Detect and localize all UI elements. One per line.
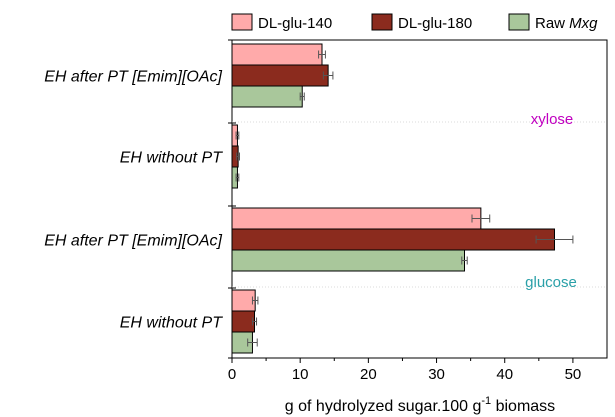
category-label: EH without PT <box>120 315 223 332</box>
error-bar-0-1 <box>235 131 240 140</box>
legend-label-name: DL-glu-140 <box>258 15 332 32</box>
error-bar-0-2 <box>471 214 491 223</box>
x-axis-title-main: g of hydrolyzed sugar.100 g <box>285 398 482 415</box>
bar-raw-2 <box>231 249 465 272</box>
category-label: EH after PT [Emim][OAc] <box>44 233 222 250</box>
group-annotation-xylose: xylose <box>531 111 574 128</box>
plot-frame <box>231 39 608 359</box>
y-axis: EH after PT [Emim][OAc] EH without PT EH a… <box>44 39 236 359</box>
bar-dl-glu-180-0 <box>231 64 329 87</box>
legend-label: DL-glu-180 <box>398 15 472 32</box>
legend-item-2: Raw Mxg <box>508 13 598 32</box>
x-axis-title-superscript: -1 <box>481 395 491 407</box>
error-bar-0-3 <box>251 296 259 305</box>
legend-label: DL-glu-140 <box>258 15 332 32</box>
error-bar-2-0 <box>299 92 305 101</box>
bar-dl-glu-180-3 <box>231 310 255 333</box>
category-label: EH after PT [Emim][OAc] <box>44 69 222 86</box>
legend-item-1: DL-glu-180 <box>371 13 472 32</box>
legend-swatch <box>508 13 530 31</box>
legend-label-italic: Mxg <box>565 15 598 32</box>
x-tick-label: 20 <box>360 366 377 383</box>
bar-dl-glu-140-3 <box>231 289 256 312</box>
error-bar-1-2 <box>535 235 574 244</box>
category-label: EH without PT <box>120 150 223 167</box>
legend-item-0: DL-glu-140 <box>231 13 332 32</box>
error-bars-layer <box>235 50 574 347</box>
error-bar-2-1 <box>235 173 240 182</box>
x-tick-label: 10 <box>292 366 309 383</box>
error-bar-1-1 <box>236 152 240 161</box>
x-axis-title-suffix: biomass <box>491 398 555 415</box>
x-axis: 0 10 20 30 40 50 <box>228 358 581 383</box>
x-tick-label: 50 <box>565 366 582 383</box>
legend-label-name: DL-glu-180 <box>398 15 472 32</box>
bars-layer <box>231 43 555 354</box>
bar-raw-0 <box>231 85 303 108</box>
bar-dl-glu-180-2 <box>231 228 555 251</box>
error-bar-2-2 <box>461 256 468 265</box>
x-tick-label: 0 <box>228 366 236 383</box>
error-bar-1-0 <box>322 71 334 80</box>
legend-swatch <box>371 13 393 31</box>
error-bar-0-0 <box>318 50 326 59</box>
bar-dl-glu-140-2 <box>231 207 482 230</box>
legend-label-name: Raw <box>535 15 565 32</box>
annotations-layer: xylose glucose <box>232 111 607 291</box>
legend: DL-glu-140 DL-glu-180 Raw Mxg <box>231 13 598 32</box>
group-annotation-glucose: glucose <box>525 274 577 291</box>
error-bar-1-3 <box>251 317 258 326</box>
x-tick-label: 30 <box>428 366 445 383</box>
legend-label: Raw Mxg <box>535 15 598 32</box>
error-bar-2-3 <box>247 338 258 347</box>
legend-swatch <box>231 13 253 31</box>
x-tick-label: 40 <box>496 366 513 383</box>
x-axis-title: g of hydrolyzed sugar.100 g-1 biomass <box>285 395 555 415</box>
bar-dl-glu-140-0 <box>231 43 323 66</box>
